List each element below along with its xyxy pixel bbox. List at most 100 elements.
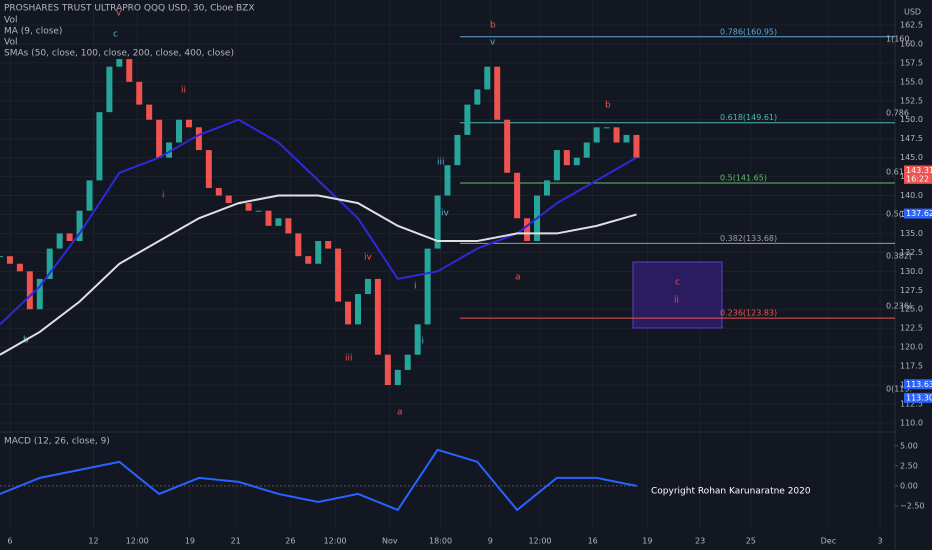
candle xyxy=(185,119,192,128)
y-tick-label: 155.0 xyxy=(900,77,923,86)
moving-average xyxy=(0,194,637,356)
fib-edge-label: 0.236( xyxy=(886,302,912,311)
wave: iv xyxy=(364,253,373,263)
candle xyxy=(424,248,431,325)
candle xyxy=(434,195,441,249)
candle xyxy=(474,89,481,105)
candle xyxy=(553,150,560,181)
candle xyxy=(404,354,411,370)
wave: c xyxy=(675,278,680,288)
candle xyxy=(494,66,501,120)
title: PROSHARES TRUST ULTRAPRO QQQ USD, 30, Cb… xyxy=(4,4,255,14)
candle xyxy=(76,210,83,242)
wave: iv xyxy=(441,209,450,219)
y-tick-label: 122.5 xyxy=(900,324,923,333)
fib-edge-label: 0.786 xyxy=(886,109,909,118)
x-tick-label: 3 xyxy=(878,537,883,546)
moving-average xyxy=(0,118,637,326)
copyright: Copyright Rohan Karunaratne 2020 xyxy=(651,487,811,497)
price-tag xyxy=(904,379,932,390)
macd-tick-label: 5.00 xyxy=(900,441,918,450)
macd-line xyxy=(0,448,637,512)
wave: ii xyxy=(674,296,679,306)
candle xyxy=(215,187,222,196)
price-tag-label: 143.31 xyxy=(906,166,932,175)
price-tag-label: 137.62 xyxy=(906,209,932,218)
target-box xyxy=(632,261,723,329)
fib-label: 0.786(160.95) xyxy=(720,27,777,36)
candle xyxy=(444,165,451,196)
wave: iii xyxy=(345,354,353,364)
y-tick-label: 125.0 xyxy=(900,305,923,314)
candle xyxy=(126,59,133,82)
fib-edge-label: 1(160. xyxy=(886,35,912,44)
candle xyxy=(543,180,550,196)
candle xyxy=(56,233,63,249)
wave: ii xyxy=(181,86,186,96)
wave: i xyxy=(414,282,417,292)
wave: iii xyxy=(437,158,445,168)
price-tag-label: 16:22 xyxy=(906,174,929,183)
candle xyxy=(454,134,461,166)
candle xyxy=(36,278,43,310)
macd-tick-label: 0.00 xyxy=(900,481,918,490)
fib-edge-label: 0.5(13 xyxy=(886,210,912,219)
candle xyxy=(364,278,371,295)
fib-label: 0.618(149.61) xyxy=(720,113,777,122)
x-tick-label: 19 xyxy=(185,537,195,546)
y-tick-label: 140.0 xyxy=(900,191,923,200)
price-tag-label: 113.30 xyxy=(906,393,932,402)
candle xyxy=(295,233,302,257)
candle xyxy=(46,248,53,279)
wave: ii xyxy=(419,337,424,347)
candle xyxy=(275,218,282,226)
x-tick-label: 21 xyxy=(231,537,241,546)
candle xyxy=(563,150,570,166)
macd-tick-label: 2.50 xyxy=(900,461,918,470)
y-tick-label: 117.5 xyxy=(900,362,923,371)
macd-title: MACD (12, 26, close, 9) xyxy=(4,437,110,447)
price-tag-label: 113.63 xyxy=(906,380,932,389)
candle xyxy=(345,301,352,325)
x-tick-label: 12:00 xyxy=(126,537,149,546)
x-tick-label: 12:00 xyxy=(324,537,347,546)
price-tag xyxy=(904,173,932,184)
y-tick-label: 145.0 xyxy=(900,153,923,162)
candle xyxy=(325,241,332,249)
candle xyxy=(374,278,381,355)
wave: a xyxy=(397,408,403,418)
x-tick-label: 26 xyxy=(285,537,295,546)
candle xyxy=(384,354,391,386)
candle xyxy=(355,294,361,325)
y-tick-label: 147.5 xyxy=(900,134,923,143)
indicator: MA (9, close) xyxy=(4,27,62,37)
y-tick-label: 160.0 xyxy=(900,39,923,48)
candle xyxy=(305,256,312,264)
y-tick-label: 120.0 xyxy=(900,343,923,352)
wave: a xyxy=(515,273,521,283)
wave: i xyxy=(162,191,165,201)
fib-edge-label: 0.382( xyxy=(886,252,912,261)
x-tick-label: Nov xyxy=(382,537,398,546)
candle xyxy=(6,256,13,264)
price-tag xyxy=(904,392,932,403)
candle xyxy=(484,66,491,90)
fib-label: 0.382(133.68) xyxy=(720,234,777,243)
x-tick-label: 12:00 xyxy=(528,537,551,546)
y-tick-label: 130.0 xyxy=(900,267,923,276)
candle xyxy=(603,127,610,129)
candle xyxy=(255,210,262,212)
candle xyxy=(16,263,23,272)
y-tick-label: 152.5 xyxy=(900,96,923,105)
candle xyxy=(265,210,272,226)
candle xyxy=(335,248,342,302)
candle xyxy=(116,59,123,67)
candle xyxy=(205,150,212,188)
candle xyxy=(504,119,511,173)
fib-label: 0.5(141.65) xyxy=(720,174,767,183)
candle xyxy=(66,233,73,242)
wave: v xyxy=(116,9,122,19)
fib-label: 0.236(123.83) xyxy=(720,309,777,318)
candle xyxy=(623,134,630,143)
